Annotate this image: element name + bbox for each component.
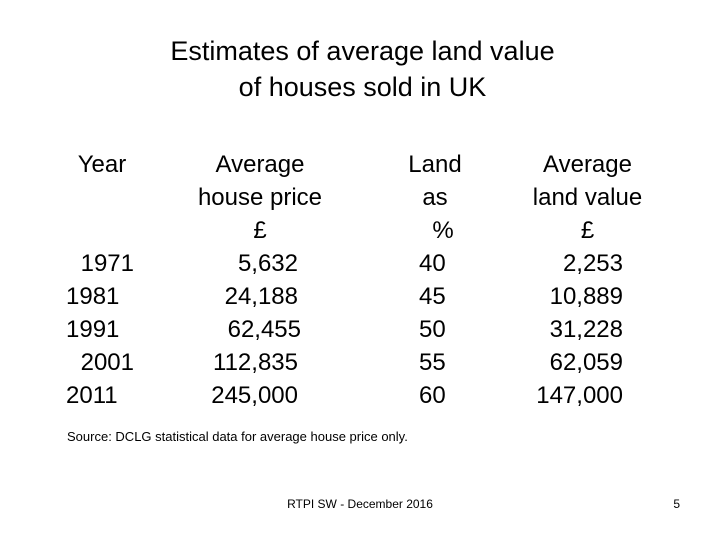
header-land-value-line-1: Average [543,151,632,178]
table-cell-year: 1981 [66,283,120,310]
header-land-pct-line-3: % [432,217,454,244]
title-line-2: of houses sold in UK [238,72,487,102]
table-cell-house-price: 62,455 [227,316,301,343]
header-house-price-line-2: house price [197,184,323,211]
table-cell-year: 2011 [66,382,118,409]
header-land-pct-line-2: as [422,184,448,211]
table-cell-year: 1971 [80,250,134,277]
title-line-1: Estimates of average land value [170,36,555,66]
table-cell-land-value: 10,889 [549,283,623,310]
header-house-price-line-3: £ [253,217,267,244]
header-land-pct-line-1: Land [408,151,462,178]
table-cell-land-value: 31,228 [549,316,623,343]
header-land-value-line-3: £ [580,217,595,244]
table-cell-land-pct: 55 [419,349,446,376]
table-cell-house-price: 24,188 [224,283,298,310]
table-cell-land-value: 147,000 [536,382,623,409]
header-land-value-line-2: land value [532,184,643,211]
table-cell-land-value: 62,059 [549,349,623,376]
source-note: Source: DCLG statistical data for averag… [67,429,408,444]
table-cell-land-pct: 45 [419,283,446,310]
page-number: 5 [673,497,680,511]
footer-text: RTPI SW - December 2016 [287,497,433,511]
table-cell-land-pct: 40 [419,250,446,277]
table-cell-land-pct: 50 [419,316,446,343]
table-cell-house-price: 245,000 [211,382,298,409]
header-year: Year [77,151,127,178]
header-house-price-line-1: Average [215,151,305,178]
table-cell-year: 2001 [80,349,134,376]
slide-title: Estimates of average land value of house… [0,33,720,105]
table-cell-year: 1991 [66,316,120,343]
table-cell-house-price: 112,835 [213,349,298,376]
table-cell-land-pct: 60 [419,382,446,409]
table-cell-land-value: 2,253 [562,250,623,277]
slide-footer: RTPI SW - December 2016 [0,496,720,512]
table-cell-house-price: 5,632 [237,250,298,277]
